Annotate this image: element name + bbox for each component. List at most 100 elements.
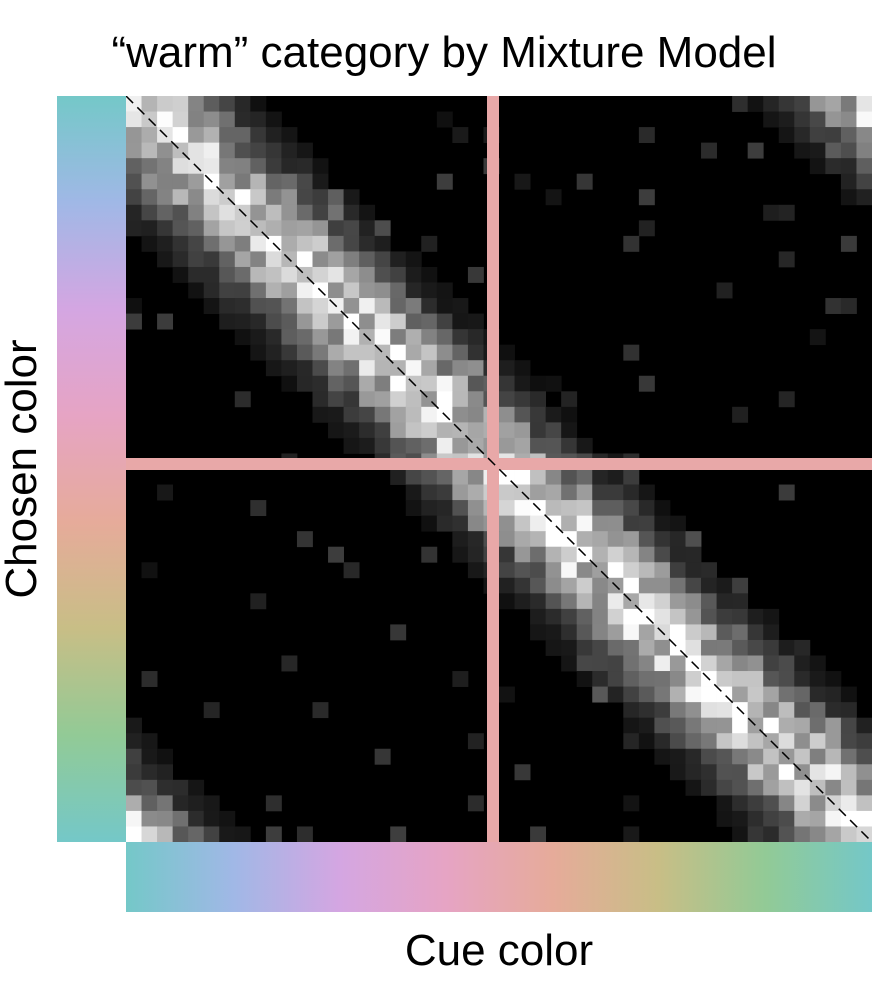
heatmap-cell <box>141 158 158 175</box>
heatmap-cell <box>763 671 780 687</box>
heatmap-cell <box>732 748 749 765</box>
heatmap-cell <box>638 562 655 579</box>
heatmap-cell <box>685 764 702 781</box>
heatmap-cell <box>436 515 453 532</box>
heatmap-cell <box>452 391 469 408</box>
heatmap-cell <box>669 686 686 703</box>
heatmap-cell <box>141 173 158 190</box>
heatmap-cell <box>452 344 469 361</box>
heatmap-cell <box>452 313 469 330</box>
heatmap-cell <box>421 235 438 252</box>
heatmap-cell <box>296 189 313 206</box>
heatmap-cell <box>701 624 717 641</box>
heatmap-cell <box>126 173 142 190</box>
heatmap-cell <box>234 282 251 299</box>
heatmap-cell <box>732 733 749 750</box>
heatmap-cell <box>281 173 298 190</box>
heatmap-cell <box>654 655 671 672</box>
heatmap-cell <box>654 531 671 548</box>
heatmap-cell <box>778 810 795 827</box>
heatmap-cell <box>856 173 872 190</box>
heatmap-cell <box>265 220 282 237</box>
heatmap-cell <box>701 608 717 625</box>
heatmap-cell <box>623 235 640 252</box>
heatmap-cell <box>312 702 329 719</box>
heatmap-cell <box>296 282 313 299</box>
heatmap-cell <box>141 235 158 252</box>
heatmap-cell <box>188 810 205 827</box>
heatmap-cell <box>840 686 857 703</box>
heatmap-cell <box>250 96 267 112</box>
heatmap-cell <box>126 220 142 237</box>
heatmap-cell <box>716 717 733 734</box>
heatmap-cell <box>701 639 717 656</box>
heatmap-cell <box>716 608 733 625</box>
heatmap-cell <box>592 686 609 703</box>
heatmap-cell <box>374 375 391 392</box>
heatmap-cell <box>576 437 593 454</box>
heatmap-cell <box>732 577 749 594</box>
heatmap-cell <box>343 189 360 206</box>
heatmap-cell <box>296 313 313 330</box>
heatmap-cell <box>530 406 547 423</box>
heatmap-cell <box>172 173 189 190</box>
heatmap-cell <box>561 624 578 641</box>
heatmap-cell <box>126 111 142 128</box>
heatmap-cell <box>856 127 872 144</box>
heatmap-cell <box>669 717 686 734</box>
heatmap-cell <box>638 515 655 532</box>
heatmap-cell <box>794 655 811 672</box>
heatmap-cell <box>530 593 547 610</box>
heatmap-cell <box>685 593 702 610</box>
heatmap-cell <box>328 313 344 330</box>
heatmap-cell <box>809 826 826 842</box>
heatmap-cell <box>685 748 702 765</box>
heatmap-cell <box>281 329 298 346</box>
heatmap-cell <box>157 96 174 112</box>
heatmap-cell <box>763 686 780 703</box>
heatmap-cell <box>809 655 826 672</box>
heatmap-cell <box>778 671 795 687</box>
heatmap-cell <box>840 111 857 128</box>
heatmap-cell <box>809 111 826 128</box>
heatmap-cell <box>328 375 344 392</box>
heatmap-cell <box>281 375 298 392</box>
heatmap-cell <box>421 282 438 299</box>
heatmap-cell <box>545 484 562 501</box>
heatmap-cell <box>638 624 655 641</box>
heatmap-cell <box>141 810 158 827</box>
heatmap-cell <box>840 795 857 812</box>
heatmap-cell <box>265 795 282 812</box>
heatmap-cell <box>732 639 749 656</box>
heatmap-cell <box>840 298 857 314</box>
heatmap-cell <box>778 111 795 128</box>
heatmap-cell <box>126 810 142 827</box>
heatmap-cell <box>794 111 811 128</box>
heatmap-cell <box>157 795 174 812</box>
heatmap-cell <box>545 593 562 610</box>
heatmap-cell <box>203 204 220 221</box>
heatmap-cell <box>436 344 453 361</box>
heatmap-cell <box>499 375 515 392</box>
heatmap-cell <box>203 251 220 268</box>
heatmap-cell <box>141 671 158 687</box>
heatmap-cell <box>157 220 174 237</box>
heatmap-cell <box>436 469 453 485</box>
heatmap-cell <box>296 235 313 252</box>
heatmap-cell <box>265 282 282 299</box>
heatmap-cell <box>467 531 484 548</box>
heatmap-cell <box>561 639 578 656</box>
heatmap-cell <box>685 702 702 719</box>
heatmap-cell <box>296 531 313 548</box>
heatmap-cell <box>638 500 655 517</box>
heatmap-cell <box>374 422 391 439</box>
heatmap-cell <box>281 282 298 299</box>
heatmap-cell <box>623 500 640 517</box>
heatmap-cell <box>654 639 671 656</box>
heatmap-cell <box>374 298 391 314</box>
heatmap-cell <box>669 764 686 781</box>
heatmap-cell <box>825 671 842 687</box>
heatmap-cell <box>732 406 749 423</box>
heatmap-cell <box>576 639 593 656</box>
heatmap-cell <box>452 127 469 144</box>
